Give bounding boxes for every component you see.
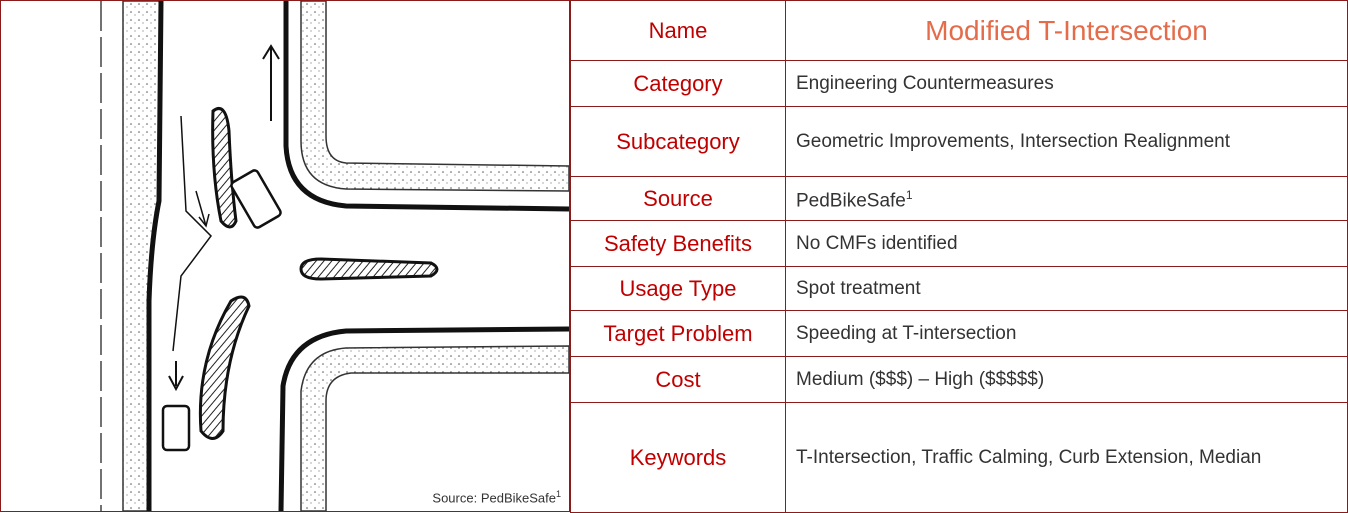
row-label: Source	[570, 176, 786, 221]
table-row: Cost Medium ($$$) – High ($$$$$)	[570, 356, 1348, 403]
value-text: No CMFs identified	[796, 232, 958, 254]
row-value: PedBikeSafe1	[785, 176, 1348, 221]
table-row: Source PedBikeSafe1	[570, 176, 1348, 221]
row-value: No CMFs identified	[785, 220, 1348, 267]
table-row: Subcategory Geometric Improvements, Inter…	[570, 106, 1348, 177]
value-text: Spot treatment	[796, 277, 921, 299]
row-label: Keywords	[570, 402, 786, 513]
illustration: Source: PedBikeSafe1	[0, 0, 570, 512]
caption-text: Source: PedBikeSafe	[432, 490, 556, 505]
table-row: Name Modified T-Intersection	[570, 0, 1348, 61]
row-value: Medium ($$$) – High ($$$$$)	[785, 356, 1348, 403]
row-label: Name	[570, 0, 786, 61]
caption-superscript: 1	[555, 488, 561, 499]
intersection-sketch	[100, 1, 569, 511]
image-caption: Source: PedBikeSafe1	[432, 489, 561, 505]
table-row: Usage Type Spot treatment	[570, 266, 1348, 311]
table-row: Keywords T-Intersection, Traffic Calming,…	[570, 402, 1348, 513]
value-text: T-Intersection, Traffic Calming, Curb Ex…	[796, 446, 1262, 468]
value-text: Medium ($$$) – High ($$$$$)	[796, 368, 1045, 390]
row-value: Engineering Countermeasures	[785, 60, 1348, 107]
value-text: Speeding at T-intersection	[796, 322, 1017, 344]
table-row: Target Problem Speeding at T-intersection	[570, 310, 1348, 357]
value-superscript: 1	[905, 188, 913, 203]
row-label: Cost	[570, 356, 786, 403]
value-text: PedBikeSafe	[796, 190, 906, 212]
table-row: Safety Benefits No CMFs identified	[570, 220, 1348, 267]
row-value: Modified T-Intersection	[785, 0, 1348, 61]
info-table: Name Modified T-Intersection Category Engin…	[570, 0, 1348, 513]
row-label: Usage Type	[570, 266, 786, 311]
table-row: Category Engineering Countermeasures	[570, 60, 1348, 107]
row-value: Geometric Improvements, Intersection Rea…	[785, 106, 1348, 177]
row-value: Speeding at T-intersection	[785, 310, 1348, 357]
row-value: T-Intersection, Traffic Calming, Curb Ex…	[785, 402, 1348, 513]
row-label: Category	[570, 60, 786, 107]
row-value: Spot treatment	[785, 266, 1348, 311]
row-label: Safety Benefits	[570, 220, 786, 267]
value-text: Engineering Countermeasures	[796, 72, 1054, 94]
value-text: Geometric Improvements, Intersection Rea…	[796, 130, 1231, 152]
value-text: Modified T-Intersection	[925, 14, 1208, 46]
row-label: Target Problem	[570, 310, 786, 357]
row-label: Subcategory	[570, 106, 786, 177]
